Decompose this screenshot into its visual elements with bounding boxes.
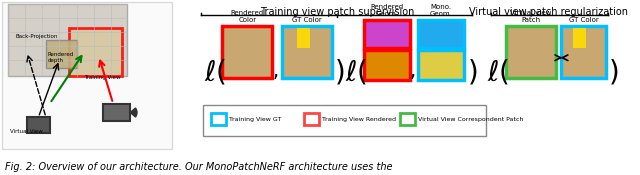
Bar: [8, 4, 127, 76]
Text: $)$: $)$: [334, 57, 345, 86]
Text: Training view patch supervision: Training view patch supervision: [260, 7, 415, 17]
Text: $)$: $)$: [467, 57, 477, 86]
Text: GT Color: GT Color: [568, 17, 598, 23]
Text: Virtual view
Patch: Virtual view Patch: [510, 10, 552, 23]
Bar: [418, 20, 464, 48]
Text: ,: ,: [273, 62, 279, 81]
Text: Training View GT: Training View GT: [229, 117, 282, 122]
Bar: [364, 20, 410, 48]
Text: Rendered
Geom.: Rendered Geom.: [371, 4, 404, 17]
Bar: [222, 26, 272, 78]
Bar: [2, 2, 172, 149]
Text: Virtual view patch regularization: Virtual view patch regularization: [468, 7, 628, 17]
Text: $\ell($: $\ell($: [487, 57, 509, 86]
Text: Mono.
Geom.: Mono. Geom.: [429, 4, 452, 17]
Bar: [282, 26, 332, 78]
Text: GT Color: GT Color: [292, 17, 321, 23]
Text: ,: ,: [410, 62, 416, 81]
Bar: [418, 50, 464, 80]
Text: $)$: $)$: [609, 57, 619, 86]
Bar: [69, 28, 122, 76]
Bar: [399, 113, 415, 125]
Bar: [46, 40, 77, 68]
Bar: [561, 26, 607, 78]
Text: Training View: Training View: [84, 75, 121, 80]
Text: Fig. 2: Overview of our architecture. Our MonoPatchNeRF architecture uses the: Fig. 2: Overview of our architecture. Ou…: [4, 162, 392, 172]
Text: Rendered
Color: Rendered Color: [230, 10, 264, 23]
Bar: [297, 28, 310, 48]
Text: $\ell($: $\ell($: [204, 57, 227, 86]
Wedge shape: [131, 108, 137, 117]
Bar: [27, 117, 50, 133]
Bar: [506, 26, 556, 78]
Bar: [364, 50, 410, 80]
Bar: [203, 104, 486, 136]
Text: $\ell($: $\ell($: [345, 57, 367, 86]
Bar: [304, 113, 319, 125]
Bar: [573, 28, 586, 48]
Bar: [211, 113, 226, 125]
Text: Virtual View: Virtual View: [10, 130, 42, 134]
Text: Rendered
depth: Rendered depth: [48, 52, 74, 63]
Text: Back-Projection: Back-Projection: [15, 34, 58, 39]
Text: Virtual View Correspondent Patch: Virtual View Correspondent Patch: [418, 117, 523, 122]
Bar: [104, 104, 131, 121]
Text: Training View Rendered: Training View Rendered: [322, 117, 396, 122]
